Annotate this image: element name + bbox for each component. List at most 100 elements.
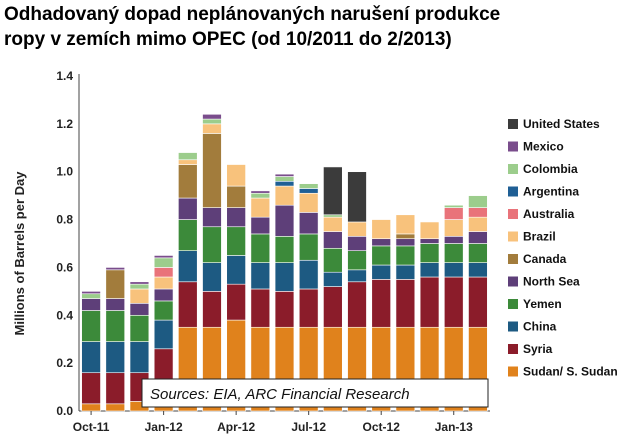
bar-segment-syria <box>105 372 125 405</box>
bar-segment-mexico <box>129 281 150 285</box>
bar-segment-north-sea <box>371 238 391 247</box>
bar-segment-mexico <box>153 255 174 259</box>
legend-swatch <box>508 366 518 377</box>
bar-segment-mexico <box>202 113 222 120</box>
bar-segment-brazil <box>178 159 198 165</box>
bar-segment-china <box>298 259 319 290</box>
bar-segment-north-sea <box>202 207 222 228</box>
x-tick-label: Oct-11 <box>73 420 110 434</box>
legend-label: North Sea <box>523 275 580 289</box>
bar-segment-syria <box>202 291 222 328</box>
bar-segment-yemen <box>371 245 391 266</box>
bar-segment-yemen <box>323 247 343 273</box>
bar-segment-north-sea <box>226 207 246 228</box>
bar-segment-syria <box>226 283 246 321</box>
bar-segment-syria <box>178 281 198 328</box>
bar-segment-china <box>153 319 174 350</box>
legend-swatch <box>508 209 518 219</box>
y-tick-label: 1.4 <box>56 69 73 83</box>
legend-label: Sudan/ S. Sudan <box>523 365 618 379</box>
chart-title-line-2: ropy v zemích mimo OPEC (od 10/2011 do 2… <box>4 29 452 50</box>
bar-segment-brazil <box>371 219 391 240</box>
legend-swatch <box>508 164 518 174</box>
legend-label: Canada <box>523 252 567 266</box>
bar-segment-north-sea <box>298 212 319 235</box>
bar-segment-china <box>129 341 150 374</box>
bar-segment-north-sea <box>153 288 174 302</box>
bar-segment-yemen <box>81 310 101 342</box>
bar-segment-china <box>347 269 367 283</box>
bar-segment-united-states <box>347 171 367 223</box>
bar-segment-syria <box>81 372 101 405</box>
bar-segment-syria <box>395 279 416 328</box>
bar-segment-syria <box>274 291 295 328</box>
bar-segment-north-sea <box>178 197 198 220</box>
y-tick-label: 1.2 <box>56 117 73 131</box>
sources-annotation: Sources: EIA, ARC Financial Research <box>150 386 410 403</box>
bar-segment-yemen <box>395 245 416 266</box>
bar-segment-yemen <box>419 243 440 263</box>
y-tick-label: 0.6 <box>56 260 73 274</box>
bar-segment-yemen <box>226 226 246 256</box>
x-tick-label: Jan-12 <box>145 420 183 434</box>
bar-segment-yemen <box>202 226 222 263</box>
y-tick-label: 0.2 <box>56 356 73 370</box>
bar-segment-canada <box>178 164 198 199</box>
legend-label: Mexico <box>523 140 564 154</box>
bar-segment-canada <box>395 233 416 240</box>
bar-segment-china <box>371 264 391 280</box>
bar-segment-brazil <box>226 164 246 187</box>
bar-segment-brazil <box>202 123 222 134</box>
legend-swatch <box>508 344 518 354</box>
legend-label: Brazil <box>523 230 556 244</box>
bar-segment-colombia <box>81 293 101 299</box>
bar-segment-canada <box>105 269 125 299</box>
bar-segment-colombia <box>298 183 319 189</box>
x-tick-label: Jul-12 <box>291 420 326 434</box>
bar-segment-yemen <box>298 233 319 261</box>
bar-segment-colombia <box>129 283 150 290</box>
bar-segment-sudan-s-sudan <box>81 403 101 412</box>
bar-segment-canada <box>226 185 246 208</box>
bar-segment-colombia <box>178 152 198 161</box>
bar-segment-brazil <box>419 221 440 240</box>
bar-segment-china <box>105 341 125 374</box>
bar-segment-yemen <box>178 219 198 251</box>
bar-segment-syria <box>468 276 488 328</box>
legend-label: Syria <box>523 342 553 356</box>
bar-segment-north-sea <box>323 231 343 249</box>
bar-segment-brazil <box>298 192 319 213</box>
bar-segment-mexico <box>274 173 295 177</box>
bar-segment-brazil <box>347 221 367 237</box>
legend-swatch <box>508 299 518 309</box>
legend-swatch <box>508 186 518 197</box>
bar-segment-china <box>202 262 222 292</box>
chart-title-line-1: Odhadovaný dopad neplánovaných narušení … <box>4 4 501 25</box>
bar-segment-united-states <box>323 166 343 216</box>
x-tick-label: Jan-13 <box>435 420 473 434</box>
bar-segment-syria <box>371 279 391 328</box>
bar-segment-north-sea <box>274 204 295 237</box>
bar-segment-yemen <box>153 300 174 321</box>
legend-label: Yemen <box>523 297 562 311</box>
bar-segment-argentina <box>298 188 319 194</box>
bar-segment-north-sea <box>395 238 416 247</box>
bar-segment-north-sea <box>129 303 150 316</box>
bar-segment-north-sea <box>419 238 440 244</box>
bar-segment-china <box>250 262 271 290</box>
bar-segment-brazil <box>274 185 295 206</box>
bar-segment-brazil <box>468 216 488 232</box>
bar-segment-north-sea <box>468 231 488 244</box>
bar-segment-yemen <box>129 314 150 342</box>
bar-segment-syria <box>323 286 343 328</box>
bar-segment-colombia <box>468 195 488 208</box>
bar-segment-yemen <box>274 236 295 263</box>
bar-segment-china <box>444 262 464 278</box>
bar-segment-syria <box>419 276 440 328</box>
bar-segment-north-sea <box>81 298 101 311</box>
bar-segment-australia <box>444 207 464 220</box>
legend-label: China <box>523 320 557 334</box>
legend-label: Argentina <box>523 185 579 199</box>
bar-segment-china <box>468 262 488 278</box>
